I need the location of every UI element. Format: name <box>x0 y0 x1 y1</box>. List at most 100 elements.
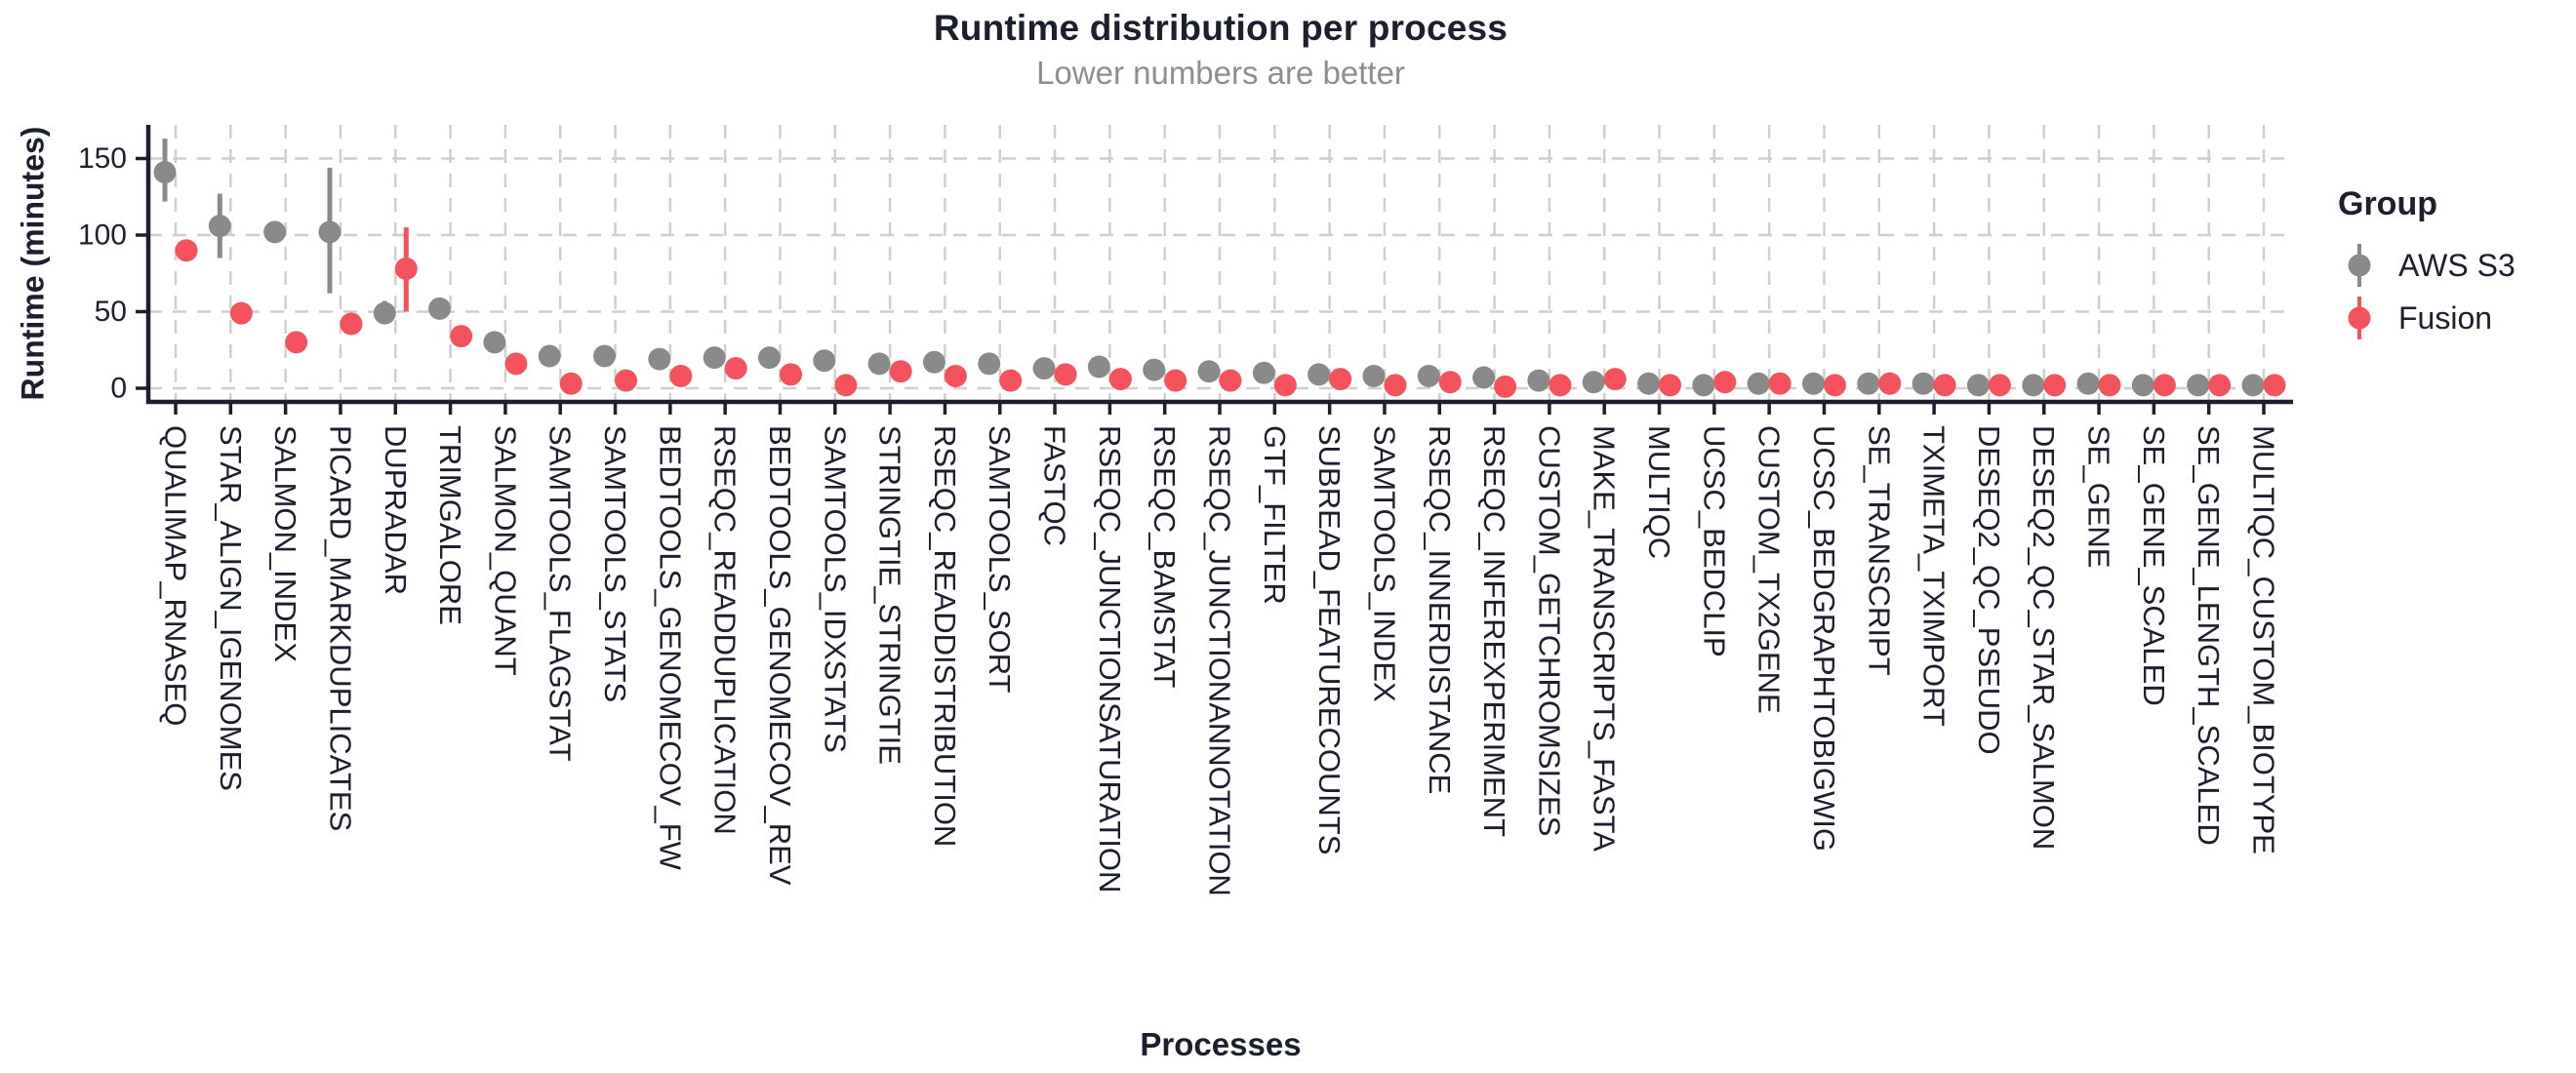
x-axis-label: RSEQC_READDISTRIBUTION <box>928 425 962 847</box>
x-axis-label: CUSTOM_TX2GENE <box>1752 425 1787 714</box>
data-point-fusion <box>1384 374 1407 397</box>
data-point-fusion <box>175 239 198 262</box>
x-axis-label: STAR_ALIGN_IGENOMES <box>214 425 248 791</box>
x-axis-label: RSEQC_JUNCTIONSATURATION <box>1093 425 1127 893</box>
data-point-aws-s3 <box>1912 372 1935 395</box>
x-axis-label: MAKE_TRANSCRIPTS_FASTA <box>1588 425 1622 852</box>
data-point-aws-s3 <box>1143 358 1166 381</box>
x-axis-label: DESEQ2_QC_PSEUDO <box>1972 425 2006 755</box>
data-point-fusion <box>1659 374 1682 397</box>
x-axis-label: CUSTOM_GETCHROMSIZES <box>1532 425 1566 836</box>
data-point-fusion <box>394 258 418 281</box>
data-point-aws-s3 <box>757 346 781 370</box>
data-point-fusion <box>669 364 693 387</box>
x-axis-label: SE_TRANSCRIPT <box>1862 425 1896 676</box>
data-point-aws-s3 <box>208 215 231 238</box>
data-point-aws-s3 <box>1582 371 1605 394</box>
x-axis-label: SAMTOOLS_IDXSTATS <box>818 425 852 753</box>
data-point-fusion <box>2043 374 2067 397</box>
data-point-fusion <box>2263 374 2286 397</box>
data-point-fusion <box>504 352 528 376</box>
data-point-fusion <box>559 372 583 395</box>
data-point-aws-s3 <box>593 344 617 368</box>
x-axis-label: SALMON_QUANT <box>488 425 522 676</box>
data-point-fusion <box>1494 375 1517 398</box>
data-point-aws-s3 <box>1692 374 1715 397</box>
x-axis-label: SAMTOOLS_STATS <box>598 425 632 702</box>
x-axis-label: SAMTOOLS_SORT <box>983 425 1017 694</box>
legend-marker-dot <box>2348 306 2371 330</box>
x-axis-label: RSEQC_BAMSTAT <box>1147 425 1182 688</box>
data-point-fusion <box>1054 363 1077 386</box>
data-point-aws-s3 <box>703 346 726 370</box>
legend-items: AWS S3 Fusion <box>2338 239 2516 344</box>
data-point-fusion <box>340 312 363 336</box>
x-axis-label: RSEQC_INFEREXPERIMENT <box>1477 425 1511 837</box>
data-point-aws-s3 <box>1308 363 1331 386</box>
data-point-fusion <box>1713 371 1737 394</box>
x-axis-label: GTF_FILTER <box>1258 425 1292 605</box>
x-axis-label: UCSC_BEDGRAPHTOBIGWIG <box>1807 425 1841 852</box>
x-axis-label: STRINGTIE_STRINGTIE <box>873 425 907 765</box>
x-axis-label: SUBREAD_FEATURECOUNTS <box>1312 425 1347 854</box>
data-point-fusion <box>889 360 912 383</box>
x-axis-label: SE_GENE_SCALED <box>2137 425 2171 706</box>
data-point-fusion <box>1219 369 1242 392</box>
data-point-aws-s3 <box>1032 357 1056 380</box>
legend-item-label: Fusion <box>2398 299 2493 336</box>
data-point-aws-s3 <box>153 161 177 184</box>
x-axis-label: PICARD_MARKDUPLICATES <box>323 425 357 831</box>
x-axis-label: SAMTOOLS_INDEX <box>1367 425 1401 702</box>
x-axis-label: MULTIQC <box>1642 425 1676 559</box>
data-point-fusion <box>450 325 473 348</box>
legend-item-label: AWS S3 <box>2398 247 2516 283</box>
data-point-aws-s3 <box>2131 374 2154 397</box>
data-point-fusion <box>1823 374 1846 397</box>
data-point-fusion <box>1329 368 1352 391</box>
data-point-aws-s3 <box>1637 372 1661 395</box>
data-point-aws-s3 <box>483 331 506 354</box>
data-point-fusion <box>1549 374 1572 397</box>
data-point-fusion <box>1438 371 1462 394</box>
data-point-aws-s3 <box>922 350 946 374</box>
data-point-aws-s3 <box>373 301 396 325</box>
data-point-aws-s3 <box>263 220 287 244</box>
x-axis-label: BEDTOOLS_GENOMECOV_FW <box>653 425 687 871</box>
legend-item-aws-s3: AWS S3 <box>2338 239 2516 292</box>
data-point-fusion <box>1878 372 1902 395</box>
x-axis-label: TRIMGALORE <box>433 425 467 625</box>
chart-title: Runtime distribution per process <box>933 8 1509 48</box>
data-point-fusion <box>285 331 308 354</box>
x-axis-label: SALMON_INDEX <box>268 425 302 662</box>
data-point-aws-s3 <box>2187 374 2210 397</box>
data-point-aws-s3 <box>1362 364 1386 387</box>
y-tick-label: 50 <box>95 296 127 328</box>
data-point-aws-s3 <box>867 352 891 376</box>
legend-marker-fusion-icon <box>2346 294 2373 342</box>
data-point-fusion <box>779 363 802 386</box>
data-point-fusion <box>1988 374 2011 397</box>
data-point-aws-s3 <box>1801 372 1825 395</box>
data-point-aws-s3 <box>1252 361 1275 384</box>
data-point-aws-s3 <box>1966 374 1990 397</box>
data-point-aws-s3 <box>2241 374 2265 397</box>
x-axis-label: RSEQC_READDUPLICATION <box>708 425 743 835</box>
x-axis-label: RSEQC_JUNCTIONANNOTATION <box>1203 425 1237 896</box>
data-point-fusion <box>2098 374 2121 397</box>
data-point-fusion <box>1108 368 1132 391</box>
data-point-fusion <box>999 369 1023 392</box>
data-point-fusion <box>2208 374 2232 397</box>
data-point-aws-s3 <box>1087 355 1110 378</box>
x-axis-label: RSEQC_INNERDISTANCE <box>1423 425 1457 794</box>
legend-marker-aws-s3-icon <box>2346 241 2373 290</box>
data-point-aws-s3 <box>428 297 452 320</box>
data-point-aws-s3 <box>1197 360 1221 383</box>
x-axis-label: DUPRADAR <box>379 425 413 595</box>
x-axis-label: FASTQC <box>1038 425 1072 546</box>
data-point-aws-s3 <box>1417 364 1440 387</box>
data-point-aws-s3 <box>2076 372 2100 395</box>
y-tick-label: 150 <box>78 142 127 175</box>
legend-item-fusion: Fusion <box>2338 292 2516 344</box>
